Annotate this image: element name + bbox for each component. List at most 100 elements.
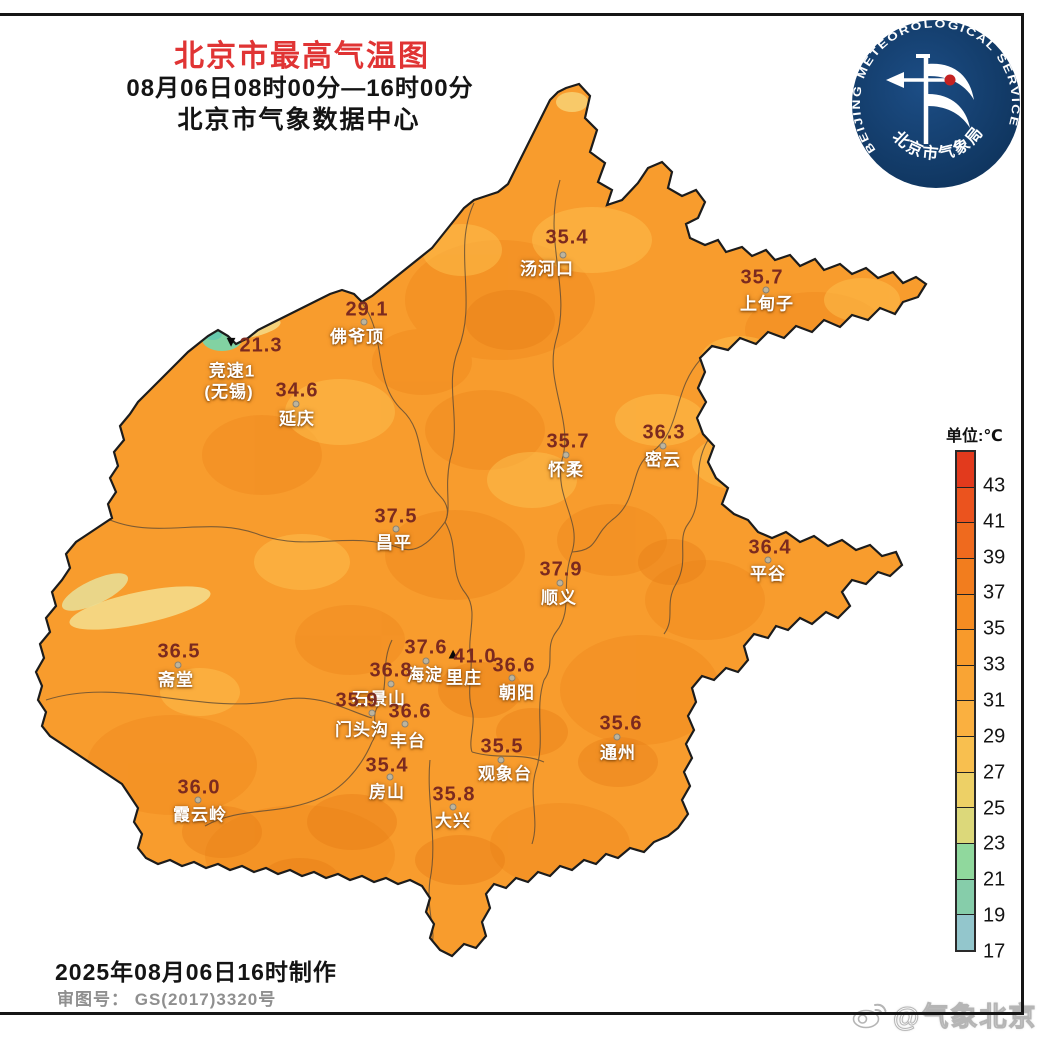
station-value: 35.6 <box>599 712 643 735</box>
map-time-range: 08月06日08时00分—16时00分 <box>126 75 474 102</box>
station-value: 29.1 <box>345 298 389 321</box>
station-dot <box>556 579 564 587</box>
beijing-boundary-line <box>34 82 928 958</box>
station-name: 汤河口 <box>520 259 574 279</box>
logo-weather-icon <box>886 54 974 144</box>
legend-color-segment <box>957 807 974 844</box>
legend-color-bar <box>955 450 976 952</box>
station-dot <box>508 674 516 682</box>
legend-tick-label: 39 <box>983 546 1006 569</box>
station-dot <box>562 451 570 459</box>
bureau-logo: BEIJING METEOROLOGICAL SERVICE 北京市气象局 <box>851 18 1020 188</box>
station-dot <box>392 525 400 533</box>
legend-color-segment <box>957 843 974 879</box>
station-value: 35.8 <box>432 783 476 806</box>
data-source: 北京市气象数据中心 <box>177 106 421 134</box>
station-name: 怀柔 <box>548 460 584 480</box>
station-dot <box>764 556 772 564</box>
legend-tick-label: 31 <box>983 689 1006 712</box>
watermark-handle: @气象北京 <box>892 1002 1038 1033</box>
legend-color-segment <box>957 700 974 737</box>
station-dot <box>386 773 394 781</box>
station-value: 36.6 <box>388 700 432 723</box>
legend-tick-label: 21 <box>983 868 1006 891</box>
station-name: 海淀 <box>407 665 443 685</box>
station-name: 里庄 <box>446 668 482 688</box>
legend-color-segment <box>957 593 974 630</box>
station-extreme-marker: ▼ <box>223 333 239 351</box>
legend-tick-label: 25 <box>983 797 1006 820</box>
station-value: 36.0 <box>177 776 221 799</box>
station-dot <box>194 796 202 804</box>
station-value: 37.6 <box>404 636 448 659</box>
legend-tick-label: 17 <box>983 940 1006 963</box>
station-dot <box>422 657 430 665</box>
legend-tick-label: 37 <box>983 581 1006 604</box>
station-dot <box>174 661 182 669</box>
station-value: 37.5 <box>374 505 418 528</box>
station-dot <box>368 709 376 717</box>
legend-tick-label: 23 <box>983 832 1006 855</box>
station-name: 顺义 <box>541 588 577 608</box>
legend-color-segment <box>957 771 974 808</box>
legend-color-segment <box>957 736 974 772</box>
station-name: 房山 <box>369 782 405 802</box>
station-dot <box>497 756 505 764</box>
station-dot <box>659 442 667 450</box>
station-name: 延庆 <box>279 409 315 429</box>
station-name: 平谷 <box>750 564 786 584</box>
station-dot <box>387 680 395 688</box>
legend-unit-label: 单位:℃ <box>946 428 1003 445</box>
legend-color-segment <box>957 878 974 915</box>
legend-color-segment <box>957 557 974 594</box>
legend-color-segment <box>957 486 974 523</box>
station-value: 35.4 <box>365 754 409 777</box>
logo-red-dot <box>944 74 956 86</box>
legend-tick-label: 27 <box>983 761 1006 784</box>
station-name: 石景山 <box>352 689 406 709</box>
station-value: 35.7 <box>740 266 784 289</box>
station-name: 门头沟 <box>335 720 389 740</box>
station-dot <box>559 251 567 259</box>
station-name: 密云 <box>645 450 681 470</box>
station-name: 大兴 <box>435 811 471 831</box>
weibo-watermark: @气象北京 <box>852 995 1037 1034</box>
station-value: 34.6 <box>275 379 319 402</box>
review-number: 审图号： GS(2017)3320号 <box>57 990 277 1009</box>
station-name: 竞速1 <box>208 361 256 381</box>
station-value: 36.6 <box>492 654 536 677</box>
station-value: 21.3 <box>239 334 283 357</box>
station-name: 佛爷顶 <box>330 327 384 347</box>
station-name: 昌平 <box>376 533 412 553</box>
station-name: (无锡) <box>204 382 254 402</box>
station-dot <box>762 286 770 294</box>
station-dot <box>401 720 409 728</box>
legend-tick-label: 41 <box>983 510 1006 533</box>
station-dot <box>613 733 621 741</box>
station-dot <box>449 803 457 811</box>
station-name: 朝阳 <box>499 683 535 703</box>
creation-time: 2025年08月06日16时制作 <box>55 959 337 985</box>
station-name: 丰台 <box>390 731 426 751</box>
legend-color-segment <box>957 664 974 701</box>
station-value: 36.8 <box>369 659 413 682</box>
legend-color-segment <box>957 452 974 487</box>
map-title: 北京市最高气温图 <box>174 40 430 73</box>
legend-color-segment <box>957 522 974 558</box>
legend-tick-label: 35 <box>983 617 1006 640</box>
station-name: 观象台 <box>478 764 532 784</box>
legend-tick-label: 33 <box>983 653 1006 676</box>
legend-color-segment <box>957 629 974 665</box>
station-dot <box>360 318 368 326</box>
station-name: 霞云岭 <box>173 805 227 825</box>
legend-tick-label: 43 <box>983 474 1006 497</box>
station-name: 斋堂 <box>158 670 194 690</box>
station-value: 36.3 <box>642 421 686 444</box>
legend-tick-label: 19 <box>983 904 1006 927</box>
station-value: 35.7 <box>546 430 590 453</box>
legend-color-segment <box>957 914 974 950</box>
legend-tick-label: 29 <box>983 725 1006 748</box>
station-value: 36.4 <box>748 536 792 559</box>
